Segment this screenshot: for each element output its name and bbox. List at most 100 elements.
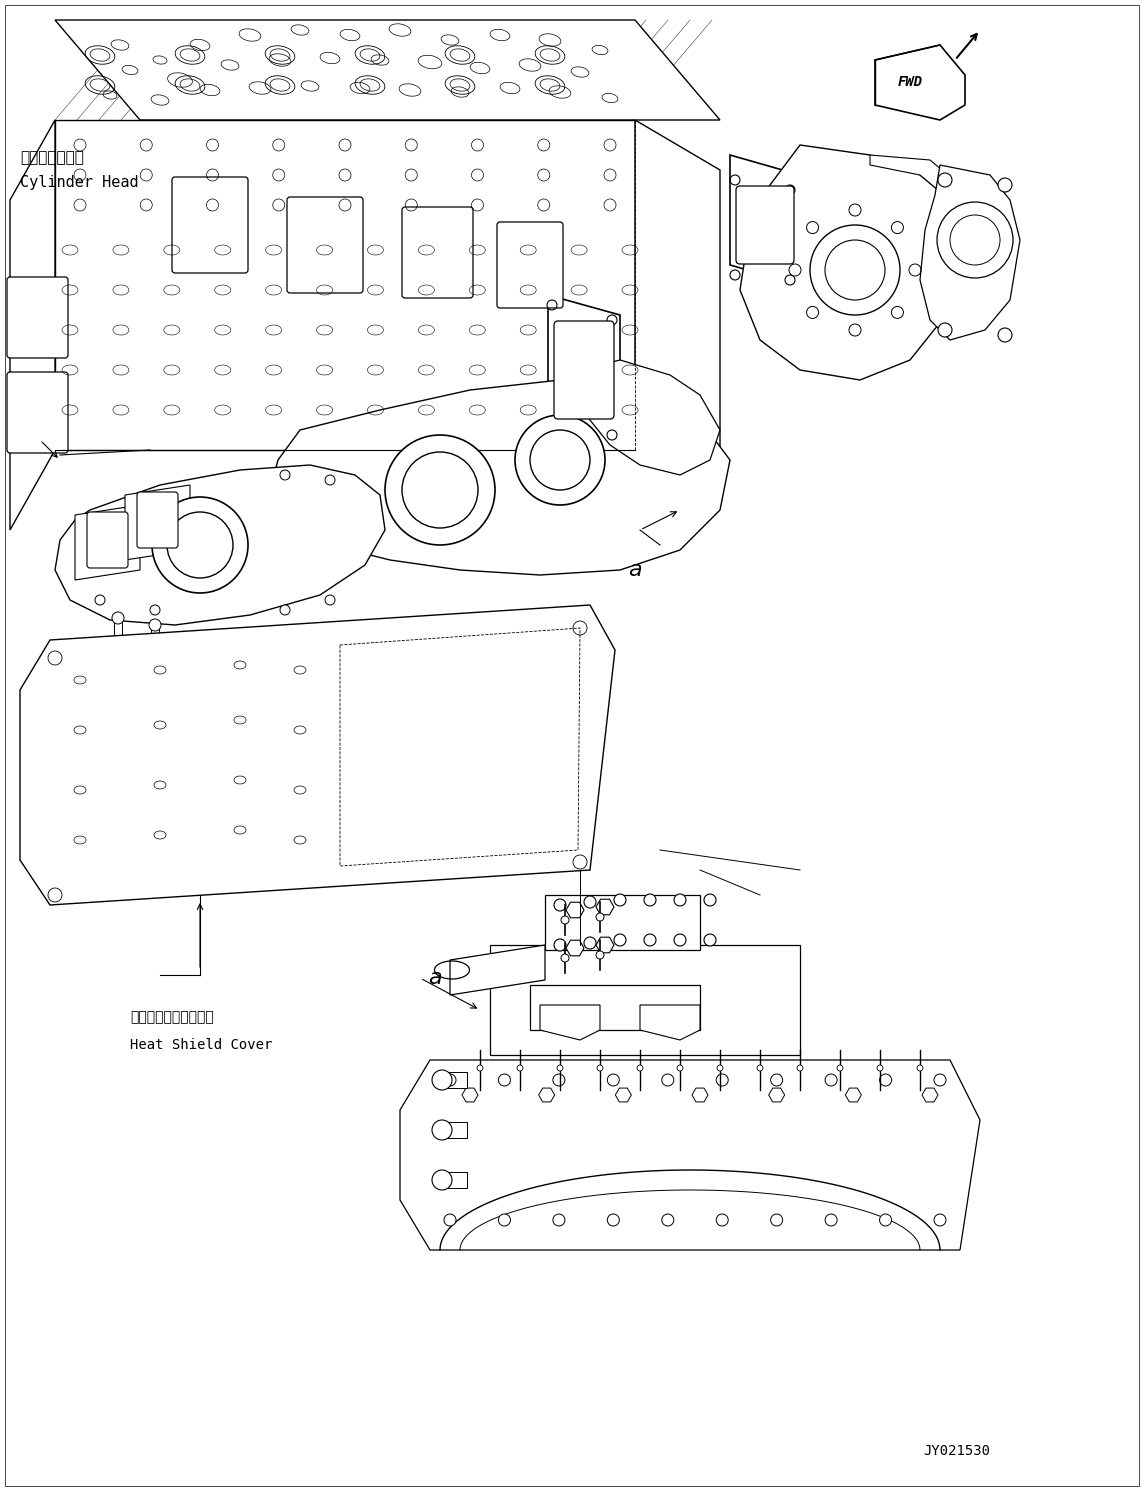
Circle shape: [561, 954, 569, 962]
Circle shape: [704, 933, 716, 945]
Circle shape: [402, 452, 478, 528]
Polygon shape: [922, 1088, 938, 1102]
Polygon shape: [596, 938, 614, 953]
Circle shape: [950, 215, 1000, 265]
Text: Cylinder Head: Cylinder Head: [19, 174, 138, 189]
Circle shape: [938, 173, 952, 186]
Circle shape: [325, 476, 335, 485]
Circle shape: [149, 619, 161, 631]
Circle shape: [561, 915, 569, 924]
Circle shape: [880, 1074, 891, 1085]
Circle shape: [607, 1214, 619, 1226]
Polygon shape: [55, 465, 386, 625]
Polygon shape: [869, 155, 960, 200]
Circle shape: [386, 435, 495, 546]
Polygon shape: [615, 1088, 631, 1102]
Circle shape: [810, 225, 900, 315]
Polygon shape: [539, 1088, 555, 1102]
Circle shape: [596, 912, 604, 921]
Circle shape: [837, 1065, 843, 1071]
Circle shape: [825, 1214, 837, 1226]
Circle shape: [934, 1214, 946, 1226]
Circle shape: [677, 1065, 683, 1071]
Polygon shape: [19, 605, 615, 905]
Polygon shape: [10, 119, 55, 529]
Circle shape: [167, 511, 233, 579]
Circle shape: [917, 1065, 923, 1071]
Polygon shape: [639, 1005, 700, 1041]
Circle shape: [444, 1074, 456, 1085]
Polygon shape: [55, 19, 720, 119]
Text: シリンダヘッド: シリンダヘッド: [19, 151, 84, 166]
Circle shape: [607, 1074, 619, 1085]
Circle shape: [644, 933, 656, 945]
Circle shape: [674, 895, 686, 907]
Circle shape: [95, 595, 105, 605]
Circle shape: [998, 328, 1012, 341]
Polygon shape: [545, 895, 700, 950]
Polygon shape: [76, 505, 140, 580]
Polygon shape: [566, 902, 583, 918]
Circle shape: [938, 324, 952, 337]
Circle shape: [553, 1214, 565, 1226]
Polygon shape: [920, 166, 1020, 340]
Circle shape: [716, 1074, 729, 1085]
Circle shape: [716, 1214, 729, 1226]
Polygon shape: [845, 1088, 861, 1102]
FancyBboxPatch shape: [736, 186, 794, 264]
Circle shape: [825, 1074, 837, 1085]
Circle shape: [998, 177, 1012, 192]
Polygon shape: [635, 119, 720, 491]
Circle shape: [553, 1074, 565, 1085]
Circle shape: [937, 201, 1012, 277]
Polygon shape: [55, 119, 635, 450]
Circle shape: [877, 1065, 883, 1071]
Circle shape: [477, 1065, 483, 1071]
Text: FWD: FWD: [897, 75, 922, 89]
Polygon shape: [548, 295, 620, 429]
Circle shape: [557, 1065, 563, 1071]
Circle shape: [515, 414, 605, 505]
Circle shape: [637, 1065, 643, 1071]
Circle shape: [704, 895, 716, 907]
Circle shape: [325, 595, 335, 605]
Polygon shape: [692, 1088, 708, 1102]
Text: Heat Shield Cover: Heat Shield Cover: [130, 1038, 272, 1053]
Bar: [437, 1172, 467, 1188]
FancyBboxPatch shape: [172, 177, 248, 273]
Polygon shape: [540, 1005, 599, 1041]
Circle shape: [432, 1071, 452, 1090]
Polygon shape: [270, 380, 730, 576]
Circle shape: [499, 1214, 510, 1226]
Polygon shape: [125, 485, 190, 561]
FancyBboxPatch shape: [402, 207, 472, 298]
Circle shape: [797, 1065, 803, 1071]
FancyBboxPatch shape: [87, 511, 128, 568]
Polygon shape: [400, 1060, 980, 1249]
Circle shape: [771, 1214, 782, 1226]
Circle shape: [583, 896, 596, 908]
Polygon shape: [566, 941, 583, 956]
Circle shape: [444, 1214, 456, 1226]
FancyBboxPatch shape: [7, 277, 67, 358]
Circle shape: [614, 895, 626, 907]
Polygon shape: [730, 155, 800, 285]
Circle shape: [499, 1074, 510, 1085]
Polygon shape: [596, 899, 614, 915]
FancyBboxPatch shape: [496, 222, 563, 309]
Circle shape: [771, 1074, 782, 1085]
Circle shape: [112, 611, 124, 625]
Polygon shape: [490, 945, 800, 1056]
Circle shape: [583, 936, 596, 948]
Circle shape: [530, 429, 590, 491]
Text: ヒートシールドカバー: ヒートシールドカバー: [130, 1009, 214, 1024]
Text: a: a: [628, 561, 642, 580]
Circle shape: [554, 939, 566, 951]
Bar: [437, 1072, 467, 1088]
Polygon shape: [462, 1088, 478, 1102]
Circle shape: [432, 1170, 452, 1190]
Circle shape: [152, 497, 248, 593]
Circle shape: [674, 933, 686, 945]
Circle shape: [934, 1074, 946, 1085]
Polygon shape: [875, 45, 966, 119]
